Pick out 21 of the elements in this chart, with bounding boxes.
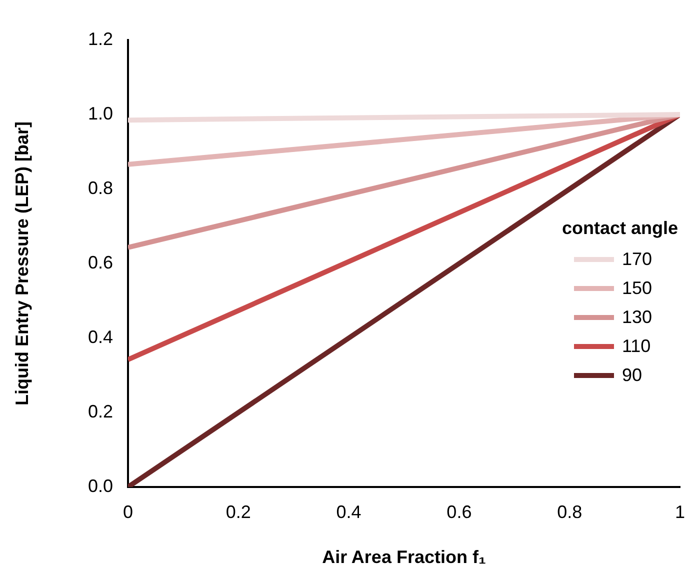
x-tick-label: 0.2	[226, 502, 251, 522]
legend-title: contact angle	[562, 218, 678, 238]
y-tick-label: 0.6	[88, 252, 113, 272]
x-tick-label: 0.8	[557, 502, 582, 522]
x-axis-title: Air Area Fraction f₁	[322, 547, 486, 568]
y-axis-title: Liquid Entry Pressure (LEP) [bar]	[12, 121, 32, 406]
x-tick-label: 1	[674, 502, 685, 522]
legend-label: 90	[622, 364, 642, 386]
legend-label: 170	[622, 248, 652, 270]
legend-label: 150	[622, 278, 652, 298]
y-tick-label: 1.0	[88, 103, 113, 124]
y-tick-label: 1.2	[88, 28, 113, 49]
x-tick-label: 0.6	[446, 502, 472, 522]
x-tick-label: 0.4	[336, 502, 362, 522]
y-tick-label: 0.2	[88, 401, 113, 422]
x-tick-label: 0	[122, 502, 134, 522]
y-tick-label: 0.8	[88, 178, 113, 198]
y-tick-label: 0.4	[88, 326, 113, 347]
legend-label: 110	[622, 336, 651, 356]
y-tick-label: 0.0	[88, 476, 113, 496]
legend-label: 130	[622, 306, 652, 328]
